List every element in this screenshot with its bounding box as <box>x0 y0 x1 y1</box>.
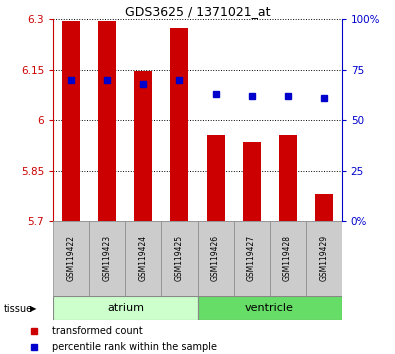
Text: GSM119427: GSM119427 <box>247 235 256 281</box>
Text: ▶: ▶ <box>30 304 36 313</box>
Bar <box>134 71 152 221</box>
Text: atrium: atrium <box>107 303 144 313</box>
Bar <box>315 194 333 221</box>
Bar <box>62 21 80 221</box>
Text: ventricle: ventricle <box>245 303 294 313</box>
Bar <box>162 221 198 296</box>
Text: transformed count: transformed count <box>52 326 143 336</box>
Bar <box>53 296 198 320</box>
Text: GSM119423: GSM119423 <box>103 235 112 281</box>
Text: GSM119428: GSM119428 <box>283 235 292 281</box>
Text: GSM119426: GSM119426 <box>211 235 220 281</box>
Text: GSM119429: GSM119429 <box>319 235 328 281</box>
Bar <box>53 221 89 296</box>
Title: GDS3625 / 1371021_at: GDS3625 / 1371021_at <box>125 5 270 18</box>
Bar <box>243 142 261 221</box>
Bar <box>270 221 306 296</box>
Text: tissue: tissue <box>4 304 33 314</box>
Text: GSM119424: GSM119424 <box>139 235 148 281</box>
Bar <box>198 296 342 320</box>
Text: GSM119422: GSM119422 <box>67 235 76 281</box>
Bar <box>171 28 188 221</box>
Bar <box>98 21 117 221</box>
Bar <box>233 221 270 296</box>
Bar <box>207 136 224 221</box>
Bar <box>306 221 342 296</box>
Text: GSM119425: GSM119425 <box>175 235 184 281</box>
Bar <box>126 221 162 296</box>
Bar <box>278 136 297 221</box>
Text: percentile rank within the sample: percentile rank within the sample <box>52 342 217 352</box>
Bar <box>198 221 233 296</box>
Bar <box>89 221 126 296</box>
